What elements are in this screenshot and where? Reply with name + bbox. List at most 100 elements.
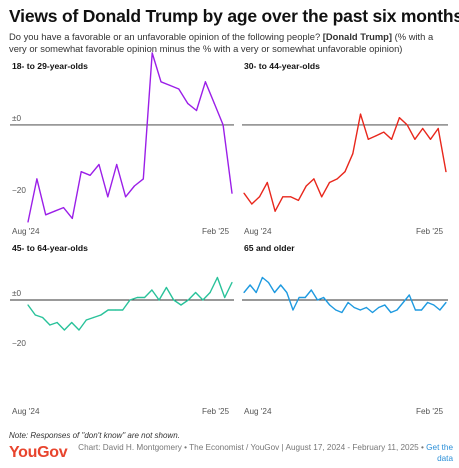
data-point [445, 171, 447, 173]
data-point [290, 196, 292, 198]
x-tick-label: Feb '25 [416, 227, 444, 236]
data-point [213, 102, 215, 104]
data-point [100, 314, 102, 316]
data-point [313, 178, 315, 180]
x-tick-label: Aug '24 [12, 407, 40, 416]
data-point [89, 174, 91, 176]
data-point [390, 311, 392, 314]
data-point [136, 296, 138, 299]
data-point [92, 316, 95, 319]
footnote: Note: Responses of "don't know" are not … [9, 431, 180, 440]
data-point [194, 291, 197, 294]
x-tick-label: Aug '24 [244, 227, 272, 236]
get-data-link[interactable]: Get the data [426, 443, 453, 463]
yougov-logo: YouGov [9, 444, 68, 461]
data-point [251, 203, 253, 205]
data-point [375, 135, 377, 137]
data-point [353, 306, 355, 309]
data-point [62, 207, 65, 209]
y-tick-label: −20 [12, 185, 26, 195]
data-point [216, 276, 219, 279]
x-tick-label: Feb '25 [202, 227, 230, 236]
data-point [341, 311, 343, 314]
data-point [414, 309, 416, 311]
panel-title: 18- to 29-year-olds [12, 61, 88, 71]
data-point [195, 109, 198, 112]
data-point [202, 299, 204, 301]
data-point [408, 294, 410, 296]
series-line [243, 276, 447, 314]
data-point [27, 304, 29, 306]
data-point [204, 81, 206, 83]
data-point [85, 319, 87, 321]
data-point [280, 284, 282, 286]
data-point [243, 192, 245, 194]
data-point [316, 299, 319, 301]
subtitle-definition: (% with a very or somewhat favorable opi… [9, 31, 434, 54]
data-point [420, 309, 423, 311]
data-point [429, 138, 432, 140]
data-point [371, 311, 374, 314]
data-point [352, 153, 354, 155]
data-point [151, 52, 153, 54]
data-point [54, 210, 56, 212]
data-point [222, 124, 224, 126]
data-point [304, 296, 306, 299]
data-point [178, 88, 180, 90]
data-point [124, 196, 127, 198]
data-point [422, 127, 424, 130]
data-point [396, 309, 398, 311]
data-point [261, 276, 263, 279]
data-point [292, 309, 294, 311]
data-point [165, 286, 168, 289]
data-point [310, 289, 312, 291]
data-point [41, 316, 44, 319]
data-point [328, 181, 331, 184]
data-point [383, 131, 385, 133]
data-point [367, 138, 369, 140]
data-point [27, 221, 29, 223]
data-point [129, 299, 131, 301]
data-point [274, 291, 276, 294]
data-point [63, 329, 66, 331]
data-point [365, 306, 368, 309]
data-point [231, 192, 233, 194]
data-point [305, 185, 307, 187]
panel-title: 45- to 64-year-olds [12, 243, 88, 253]
data-point [344, 171, 346, 173]
chart-title: Views of Donald Trump by age over the pa… [9, 6, 459, 26]
data-point [286, 291, 288, 294]
data-point [336, 178, 338, 180]
data-point [439, 309, 441, 311]
data-point [158, 299, 160, 301]
data-point [359, 113, 362, 115]
data-point [258, 196, 261, 198]
data-point [335, 309, 337, 311]
y-tick-label: ±0 [12, 113, 22, 123]
data-point [398, 117, 400, 119]
data-point [414, 138, 416, 140]
data-point [122, 309, 124, 311]
data-point [180, 304, 182, 306]
data-point [98, 163, 100, 166]
data-point [173, 299, 175, 301]
data-point [71, 321, 73, 324]
chart-subtitle: Do you have a favorable or an unfavorabl… [9, 31, 451, 55]
data-point [255, 291, 257, 294]
data-point [78, 329, 80, 331]
credit-text: Chart: David H. Montgomery • The Economi… [78, 443, 424, 452]
data-point [34, 314, 36, 316]
y-tick-label: ±0 [12, 289, 22, 298]
data-point [437, 127, 439, 130]
x-tick-label: Feb '25 [416, 407, 444, 416]
data-point [56, 321, 58, 324]
data-point [71, 217, 73, 220]
data-point [187, 102, 189, 104]
data-point [160, 81, 162, 83]
data-point [80, 171, 82, 173]
data-point [266, 181, 268, 184]
data-point [445, 301, 447, 304]
panel-title: 65 and older [244, 243, 295, 253]
data-point [143, 296, 146, 299]
